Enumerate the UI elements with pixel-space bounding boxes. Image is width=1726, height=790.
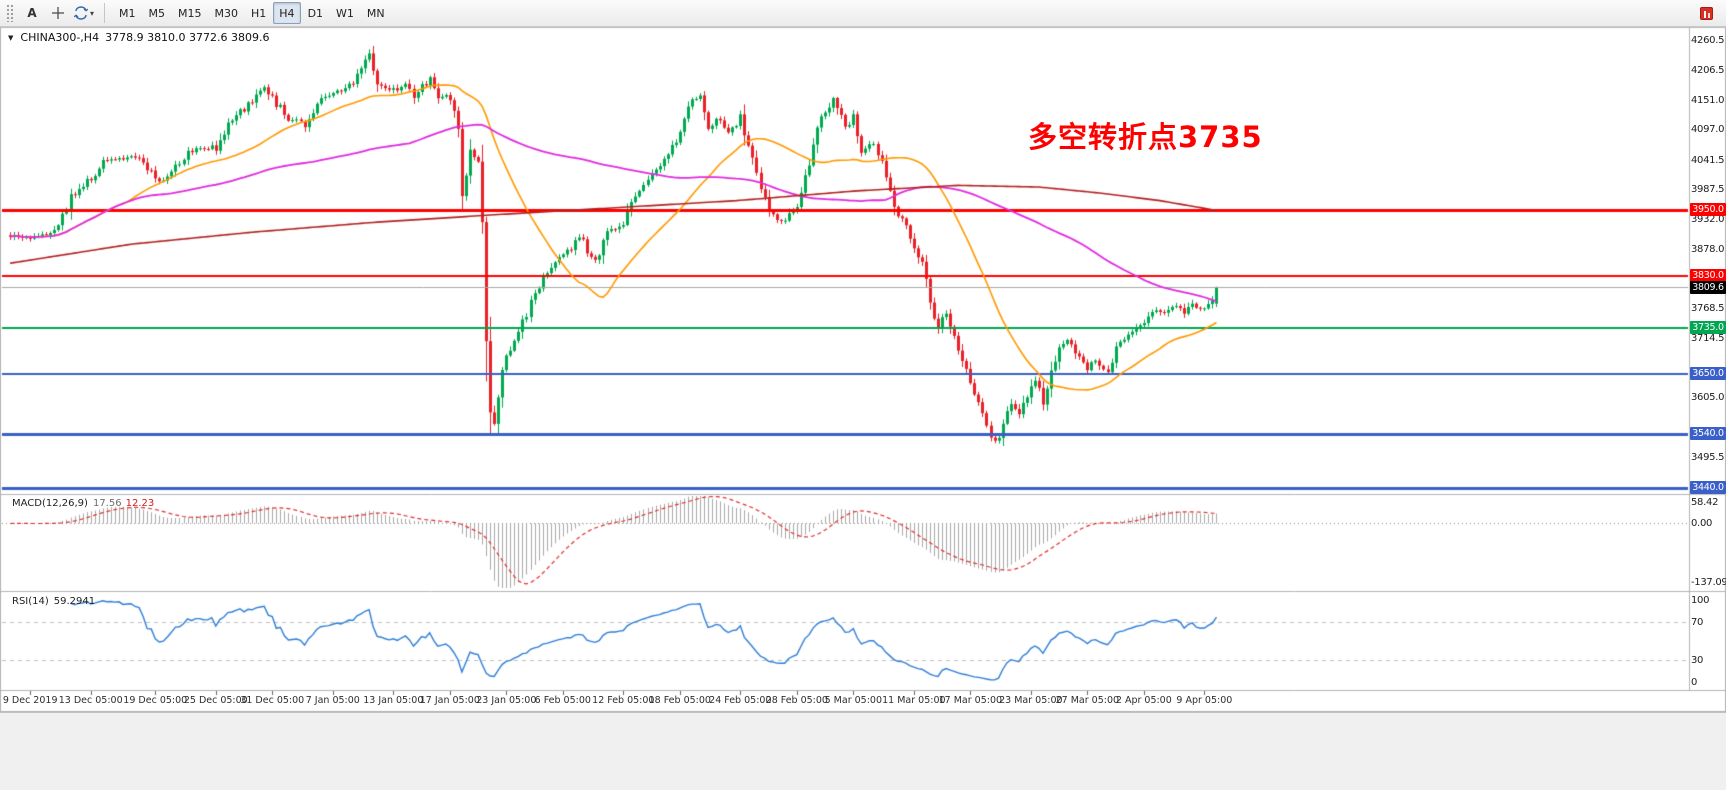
time-axis-label: 19 Dec 05:00 [123, 695, 188, 706]
time-axis-label: 17 Mar 05:00 [938, 695, 1003, 706]
price-axis-label: 3987.5 [1691, 184, 1725, 196]
tab-timeframe-mn[interactable]: MN [361, 2, 391, 24]
rsi-indicator-label: RSI(14) 59.2941 [12, 596, 95, 607]
price-level-badge: 3735.0 [1690, 320, 1726, 334]
time-axis-label: 9 Dec 2019 [2, 695, 58, 706]
toolbar: A ▾ M1 M5 M15 M30 H1 H4 D1 W1 MN [0, 0, 1726, 27]
price-level-badge: 3440.0 [1690, 481, 1726, 495]
time-axis-label: 24 Feb 05:00 [709, 695, 772, 706]
chevron-down-icon: ▾ [89, 8, 94, 18]
tab-timeframe-d1[interactable]: D1 [302, 2, 329, 24]
tab-timeframe-m30[interactable]: M30 [209, 2, 245, 24]
price-axis-label: 4041.5 [1691, 154, 1725, 166]
crosshair-tool-button[interactable] [46, 2, 70, 24]
macd-value-main: 17.56 [92, 498, 122, 509]
time-axis-label: 23 Jan 05:00 [476, 695, 537, 706]
macd-axis-label: -137.09 [1691, 577, 1726, 588]
bottom-empty-area [0, 712, 1726, 790]
rsi-axis-label: 0 [1691, 677, 1698, 688]
time-axis-label: 23 Mar 05:00 [999, 695, 1063, 706]
time-axis-label: 27 Mar 05:00 [1055, 695, 1120, 706]
rsi-axis-label: 30 [1691, 654, 1704, 666]
rsi-axis-label: 70 [1691, 617, 1704, 629]
price-axis-label: 4151.0 [1691, 94, 1725, 106]
time-axis-label: 6 Feb 05:00 [534, 695, 591, 706]
tab-timeframe-h1[interactable]: H1 [245, 2, 272, 24]
time-axis[interactable]: 9 Dec 2019 13 Dec 05:00 19 Dec 05:00 25 Dec… [0, 690, 1726, 712]
price-axis-label: 3932.0 [1691, 214, 1725, 226]
time-axis-label: 13 Jan 05:00 [363, 695, 424, 706]
time-axis-label: 2 Apr 05:00 [1115, 695, 1172, 706]
symbol-dropdown-icon[interactable]: ▼ [8, 33, 14, 42]
symbol-title: CHINA300-,H4 [20, 31, 100, 44]
price-axis-label: 3495.5 [1691, 451, 1725, 463]
toolbar-right [1700, 6, 1721, 20]
cycle-arrows-icon [73, 6, 88, 20]
chart-header: ▼ CHINA300-,H4 3778.9 3810.0 3772.6 3809… [8, 31, 270, 44]
timeframe-group: M1 M5 M15 M30 H1 H4 D1 W1 MN [113, 2, 391, 24]
time-axis-label: 28 Feb 05:00 [765, 695, 828, 706]
price-axis-label: 3878.0 [1691, 243, 1725, 255]
time-axis-label: 25 Dec 05:00 [183, 695, 248, 706]
chart-canvas[interactable] [0, 0, 1726, 712]
chart-annotation-text: 多空转折点3735 [1028, 120, 1263, 154]
price-axis[interactable]: 4260.5 4206.5 4151.0 4097.0 4041.5 3987.5 3932… [1690, 27, 1726, 690]
time-axis-label: 13 Dec 05:00 [58, 695, 123, 706]
macd-axis-label: 58.42 [1691, 497, 1719, 508]
text-tool-button[interactable]: A [20, 2, 44, 24]
rsi-value: 59.2941 [53, 596, 96, 607]
tab-timeframe-m5[interactable]: M5 [143, 2, 172, 24]
templates-dropdown-button[interactable]: ▾ [72, 2, 96, 24]
tab-timeframe-w1[interactable]: W1 [330, 2, 360, 24]
time-axis-label: 5 Mar 05:00 [824, 695, 883, 706]
time-axis-label: 9 Apr 05:00 [1176, 695, 1233, 706]
time-axis-label: 12 Feb 05:00 [592, 695, 655, 706]
price-level-badge: 3650.0 [1690, 366, 1726, 380]
price-level-badge: 3950.0 [1690, 203, 1726, 217]
tab-timeframe-m1[interactable]: M1 [113, 2, 142, 24]
toolbar-separator [104, 3, 105, 23]
time-axis-label: 17 Jan 05:00 [419, 695, 480, 706]
macd-value-signal: 12.23 [125, 498, 155, 509]
price-axis-label: 3768.5 [1691, 303, 1725, 315]
tab-timeframe-m15[interactable]: M15 [172, 2, 208, 24]
macd-title: MACD(12,26,9) [12, 498, 88, 509]
time-axis-label: 18 Feb 05:00 [648, 695, 711, 706]
price-axis-label: 4097.0 [1691, 124, 1725, 136]
toolbar-grip[interactable] [6, 4, 13, 22]
time-axis-label: 31 Dec 05:00 [240, 695, 305, 706]
price-level-badge: 3830.0 [1690, 268, 1726, 282]
price-axis-label: 3605.0 [1691, 392, 1725, 404]
price-axis-label: 3714.5 [1691, 332, 1725, 344]
price-level-badge: 3540.0 [1690, 426, 1726, 440]
current-price-badge: 3809.6 [1690, 280, 1726, 294]
price-axis-label: 4206.5 [1691, 64, 1725, 76]
ohlc-readout: 3778.9 3810.0 3772.6 3809.6 [105, 31, 270, 44]
rsi-title: RSI(14) [12, 596, 49, 607]
crosshair-icon [51, 6, 65, 20]
rsi-axis-label: 100 [1691, 595, 1710, 606]
macd-indicator-label: MACD(12,26,9) 17.56 12.23 [12, 498, 154, 509]
time-axis-label: 7 Jan 05:00 [305, 695, 360, 706]
macd-axis-label: 0.00 [1691, 518, 1713, 530]
red-flag-icon[interactable] [1700, 6, 1713, 20]
tab-timeframe-h4[interactable]: H4 [273, 2, 301, 24]
time-axis-label: 11 Mar 05:00 [882, 695, 946, 706]
price-axis-label: 4260.5 [1691, 35, 1725, 47]
